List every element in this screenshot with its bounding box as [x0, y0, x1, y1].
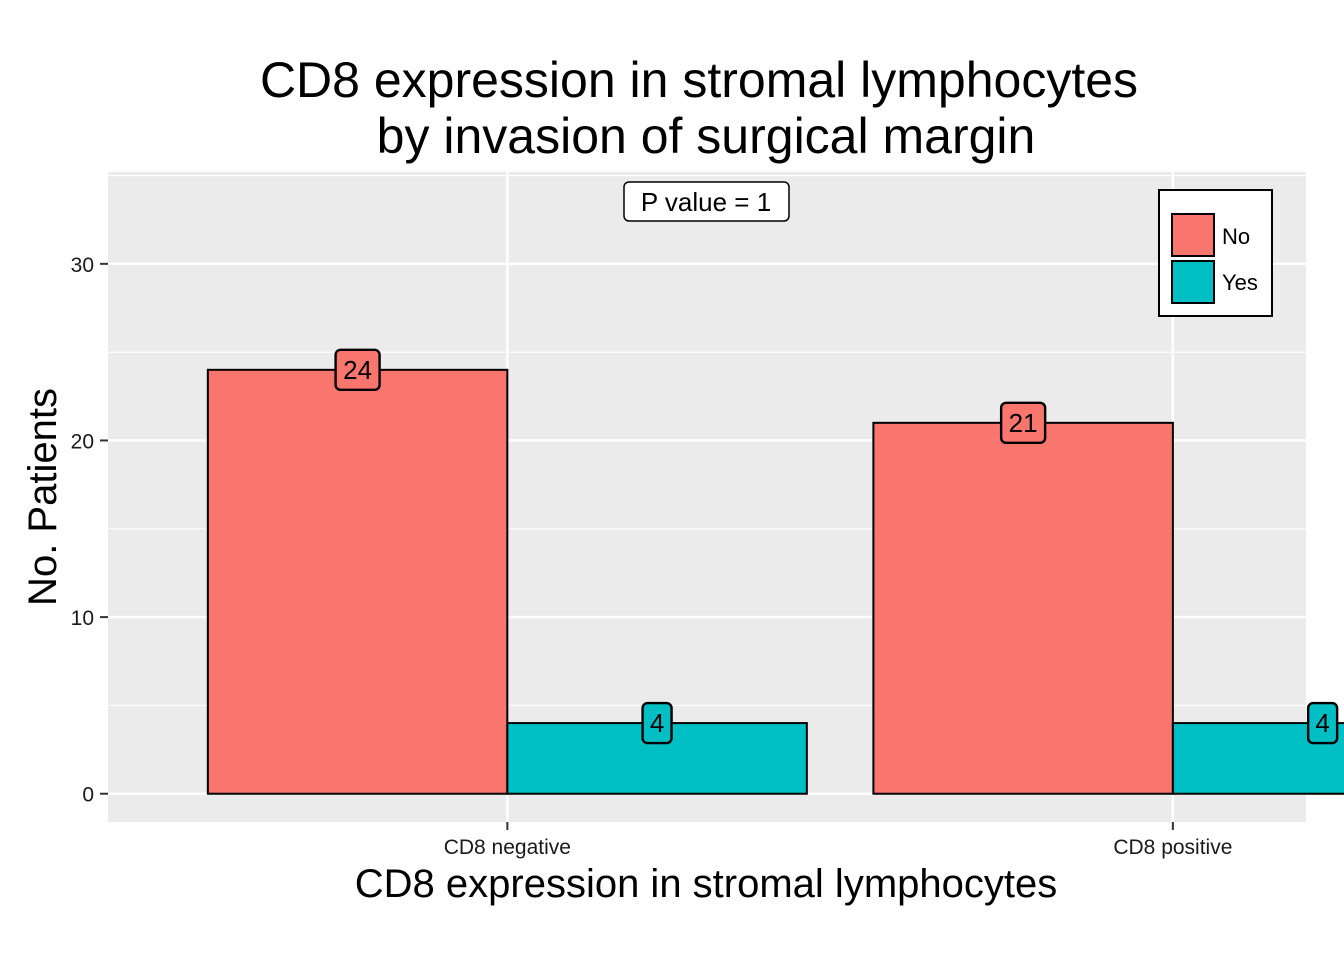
data-label-box	[1306, 701, 1339, 745]
x-axis-title: CD8 expression in stromal lymphocytes	[355, 862, 1057, 906]
legend-label-no: No	[1222, 224, 1250, 249]
y-axis-title: No. Patients	[21, 388, 65, 606]
legend-label-yes: Yes	[1222, 270, 1258, 295]
p-value-annotation: P value = 1	[623, 181, 790, 222]
bar-no-2	[872, 421, 1174, 795]
chart-title-line-1: CD8 expression in stromal lymphocytes	[260, 52, 1138, 108]
y-axis: 0 10 20 30	[71, 254, 108, 807]
y-tick-label: 30	[71, 254, 94, 277]
x-tick-label: CD8 negative	[444, 836, 571, 859]
data-labels: 24 4 21 4	[334, 348, 1339, 745]
data-label: 21	[1009, 408, 1038, 438]
y-tick-label: 20	[71, 430, 94, 453]
p-value-text: P value = 1	[641, 187, 771, 217]
data-label-box	[334, 348, 381, 392]
data-label: 4	[650, 708, 664, 738]
x-tick-label: CD8 positive	[1113, 836, 1232, 859]
p-value-box	[623, 181, 790, 222]
data-label: 24	[343, 355, 372, 385]
data-label-box	[641, 701, 673, 745]
bars	[206, 368, 1344, 795]
legend: No Yes	[1158, 189, 1273, 317]
y-tick-label: 0	[82, 784, 94, 807]
x-axis: CD8 negative CD8 positive	[444, 822, 1232, 859]
bar-no-1	[206, 368, 509, 795]
chart-title-line-2: by invasion of surgical margin	[377, 108, 1036, 164]
data-label: 4	[1315, 708, 1329, 738]
legend-key-no	[1171, 213, 1215, 257]
y-tick-label: 10	[71, 607, 94, 630]
data-label-box	[999, 401, 1047, 445]
bar-yes-1	[506, 722, 808, 795]
legend-key-yes	[1171, 260, 1215, 304]
